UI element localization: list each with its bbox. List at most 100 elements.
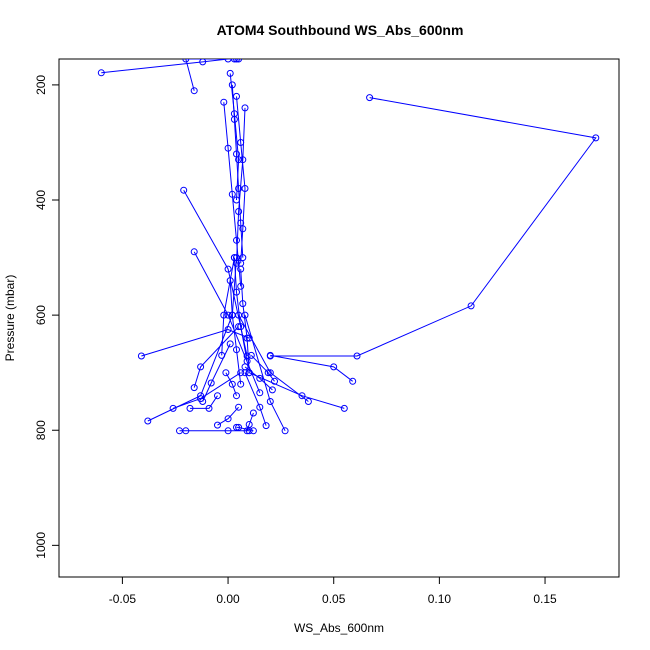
data-point bbox=[235, 403, 243, 411]
x-tick-label: 0.15 bbox=[533, 592, 557, 606]
series-28 bbox=[220, 98, 245, 290]
series-layer bbox=[97, 59, 600, 435]
plot-frame bbox=[58, 58, 620, 578]
data-point bbox=[241, 104, 249, 112]
data-point bbox=[366, 94, 374, 102]
data-point bbox=[233, 59, 240, 63]
y-tick-label: 200 bbox=[34, 75, 48, 95]
data-point bbox=[226, 340, 234, 348]
series-line bbox=[270, 354, 354, 382]
series-line bbox=[250, 355, 275, 382]
data-point bbox=[268, 386, 276, 394]
data-point bbox=[245, 369, 253, 377]
data-point bbox=[230, 110, 238, 118]
series-3 bbox=[182, 59, 240, 95]
data-point bbox=[97, 69, 105, 77]
data-point bbox=[256, 403, 264, 411]
data-point bbox=[266, 369, 274, 377]
series-11 bbox=[186, 392, 221, 412]
data-point bbox=[224, 311, 232, 319]
series-line bbox=[236, 107, 246, 264]
data-point bbox=[137, 352, 145, 360]
data-point bbox=[281, 427, 289, 435]
data-point bbox=[237, 380, 245, 388]
series-30 bbox=[230, 254, 251, 365]
data-point bbox=[169, 404, 177, 412]
series-32 bbox=[226, 277, 245, 388]
series-27 bbox=[226, 69, 243, 204]
data-point bbox=[233, 92, 240, 100]
data-point bbox=[233, 346, 240, 354]
data-point bbox=[233, 392, 240, 400]
data-point bbox=[243, 334, 251, 342]
data-point bbox=[235, 208, 243, 215]
series-line bbox=[244, 372, 267, 426]
data-point bbox=[239, 156, 247, 164]
series-line bbox=[236, 426, 254, 432]
data-point bbox=[237, 265, 245, 273]
series-line bbox=[225, 372, 237, 396]
data-point bbox=[233, 288, 240, 296]
chart-title: ATOM4 Southbound WS_Abs_600nm bbox=[217, 22, 464, 38]
data-point bbox=[205, 404, 213, 412]
x-axis: -0.05 0.00 0.05 0.10 0.15 bbox=[109, 576, 557, 606]
data-point bbox=[271, 377, 278, 385]
series-7 bbox=[144, 254, 240, 425]
data-point bbox=[214, 392, 221, 400]
data-point bbox=[190, 248, 198, 256]
x-tick-label: 0.05 bbox=[322, 592, 346, 606]
data-point bbox=[239, 300, 247, 308]
data-point bbox=[304, 398, 312, 405]
series-line bbox=[221, 257, 235, 356]
data-point bbox=[230, 59, 238, 63]
x-tick-label: -0.05 bbox=[109, 592, 137, 606]
series-line bbox=[223, 102, 242, 287]
data-point bbox=[224, 265, 232, 273]
series-10 bbox=[190, 323, 243, 392]
data-point bbox=[214, 421, 221, 429]
series-line bbox=[244, 314, 286, 432]
series-line bbox=[229, 280, 242, 385]
data-point bbox=[235, 423, 243, 431]
series-line bbox=[193, 326, 239, 388]
series-24 bbox=[266, 351, 357, 385]
series-15 bbox=[222, 369, 240, 400]
series-line bbox=[172, 372, 241, 409]
series-line bbox=[193, 251, 261, 393]
series-13 bbox=[214, 403, 243, 429]
x-tick-label: 0.00 bbox=[216, 592, 240, 606]
series-line bbox=[147, 257, 237, 422]
data-point bbox=[228, 380, 236, 388]
data-point bbox=[235, 323, 243, 331]
series-18 bbox=[241, 369, 270, 430]
series-line bbox=[246, 412, 254, 431]
data-point bbox=[230, 254, 238, 262]
series-31 bbox=[237, 265, 253, 377]
series-line bbox=[101, 59, 239, 74]
data-point bbox=[144, 417, 152, 425]
data-point bbox=[233, 236, 240, 244]
data-point bbox=[228, 190, 236, 198]
data-point bbox=[237, 369, 245, 377]
series-29 bbox=[233, 104, 249, 267]
data-point bbox=[224, 415, 232, 423]
data-point bbox=[226, 277, 234, 285]
data-point bbox=[249, 409, 257, 417]
series-line bbox=[190, 395, 218, 409]
y-tick-label: 800 bbox=[34, 420, 48, 440]
data-point bbox=[224, 144, 232, 152]
data-point bbox=[190, 87, 198, 95]
data-point bbox=[220, 98, 228, 106]
data-point bbox=[207, 379, 215, 387]
data-point bbox=[182, 59, 190, 63]
data-point bbox=[237, 282, 245, 290]
series-line bbox=[233, 257, 248, 362]
data-point bbox=[239, 225, 247, 233]
data-point bbox=[233, 423, 240, 431]
series-2 bbox=[97, 59, 243, 77]
data-point bbox=[235, 59, 243, 63]
data-point bbox=[197, 363, 205, 371]
data-point bbox=[266, 351, 274, 359]
series-line bbox=[217, 406, 239, 426]
series-line bbox=[270, 97, 597, 357]
